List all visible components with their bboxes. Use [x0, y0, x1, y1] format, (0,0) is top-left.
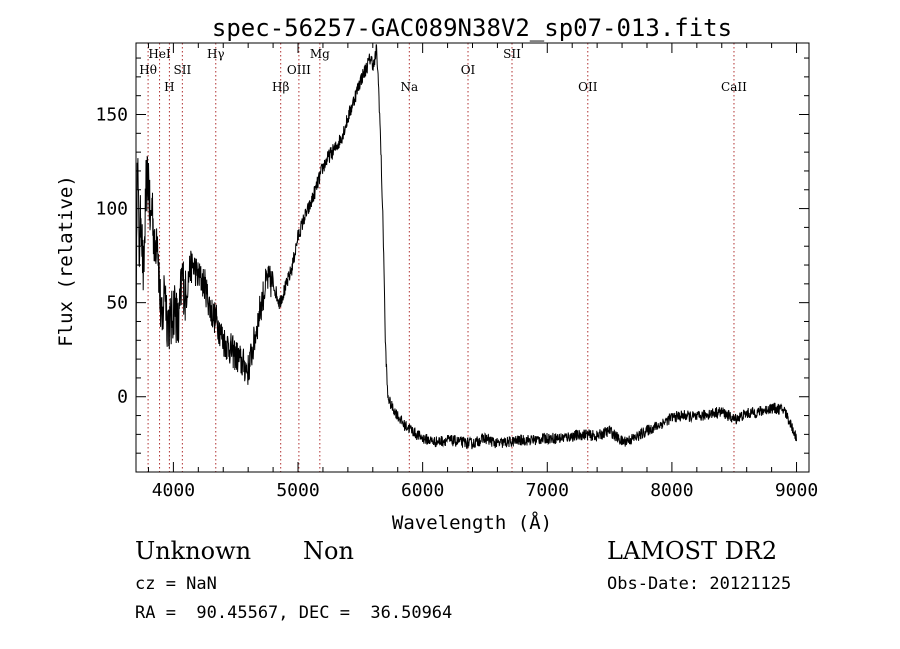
- y-axis-label: Flux (relative): [55, 175, 77, 347]
- spectrum-series-line: [135, 44, 797, 450]
- redshift-readout: cz = NaN: [135, 574, 217, 594]
- x-tick-label: 7000: [526, 480, 569, 501]
- spectral-line-label: OIII: [287, 63, 311, 77]
- coordinates-readout: RA = 90.45567, DEC = 36.50964: [135, 603, 453, 623]
- plot-frame: [135, 42, 810, 473]
- y-tick-label: 100: [95, 199, 128, 220]
- object-subclass: Non: [303, 537, 354, 565]
- x-tick-label: 9000: [775, 480, 818, 501]
- x-axis-label: Wavelength (Å): [392, 511, 552, 534]
- x-tick-label: 5000: [276, 480, 319, 501]
- spectral-line-label: Hβ: [272, 80, 289, 94]
- spectral-line-label: Hθ: [139, 63, 157, 77]
- spectral-line-label: SII: [174, 63, 192, 77]
- obs-date: Obs-Date: 20121125: [607, 574, 792, 594]
- y-tick-label: 150: [95, 105, 128, 126]
- spectral-line-label: Na: [400, 80, 418, 94]
- spectral-line-label: Mg: [310, 47, 330, 61]
- spectral-line-label: CaII: [721, 80, 747, 94]
- series-layer: [135, 44, 797, 450]
- spectral-line-label: OI: [461, 63, 476, 77]
- x-tick-label: 8000: [650, 480, 693, 501]
- spectral-line-label: Hγ: [207, 47, 225, 61]
- x-tick-label: 4000: [152, 480, 195, 501]
- y-tick-label: 0: [117, 387, 128, 408]
- y-tick-label: 50: [106, 293, 128, 314]
- x-tick-label: 6000: [401, 480, 444, 501]
- chart-title: spec-56257-GAC089N38V2_sp07-013.fits: [212, 14, 732, 42]
- axes: 4000 5000 6000 7000 8000 9000 0 50 100 150: [95, 43, 818, 501]
- spectral-line-label: H: [164, 80, 174, 94]
- spectral-line-label: OII: [578, 80, 598, 94]
- spectral-line-label: SII: [503, 47, 521, 61]
- survey-name: LAMOST DR2: [607, 537, 778, 565]
- object-class: Unknown: [135, 537, 252, 565]
- spectral-line-label: HeI: [148, 47, 171, 61]
